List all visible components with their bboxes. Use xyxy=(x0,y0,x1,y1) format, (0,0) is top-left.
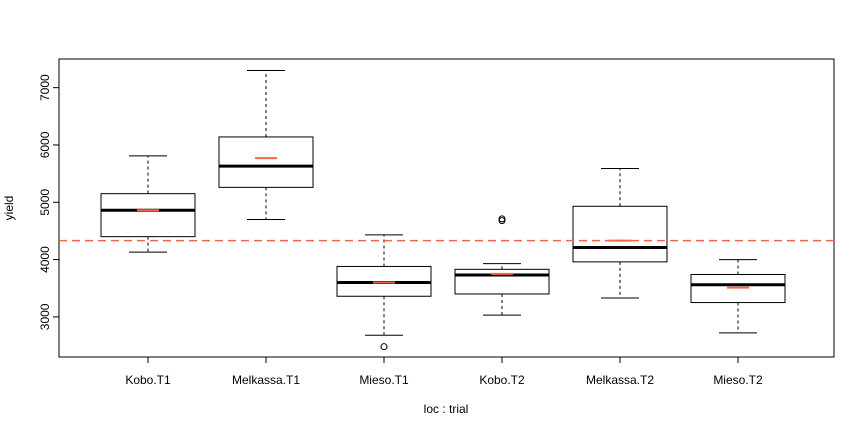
outlier-point xyxy=(380,343,388,351)
plot-frame xyxy=(58,58,835,358)
x-axis-label: loc : trial xyxy=(424,402,469,416)
x-tick-label: Mieso.T1 xyxy=(359,373,409,387)
x-tick-label: Melkassa.T1 xyxy=(232,373,300,387)
box-iqr xyxy=(690,273,786,304)
y-tick-label: 7000 xyxy=(38,74,52,101)
x-tick-label: Kobo.T2 xyxy=(479,373,525,387)
y-tick-label: 4000 xyxy=(38,246,52,273)
y-tick-label: 6000 xyxy=(38,131,52,158)
y-axis-label: yield xyxy=(2,196,16,221)
x-tick-label: Mieso.T2 xyxy=(713,373,763,387)
y-tick-label: 3000 xyxy=(38,303,52,330)
box-iqr xyxy=(100,193,196,238)
y-tick-label: 5000 xyxy=(38,189,52,216)
box-iqr xyxy=(572,205,668,263)
x-tick-label: Kobo.T1 xyxy=(125,373,171,387)
box-iqr xyxy=(218,136,314,188)
x-tick-label: Melkassa.T2 xyxy=(586,373,654,387)
outlier-point xyxy=(498,215,506,223)
plot-layer: 3000 4000 5000 6000 7000 Kobo.T1 Melkassa.T1 Mi… xyxy=(38,69,834,387)
